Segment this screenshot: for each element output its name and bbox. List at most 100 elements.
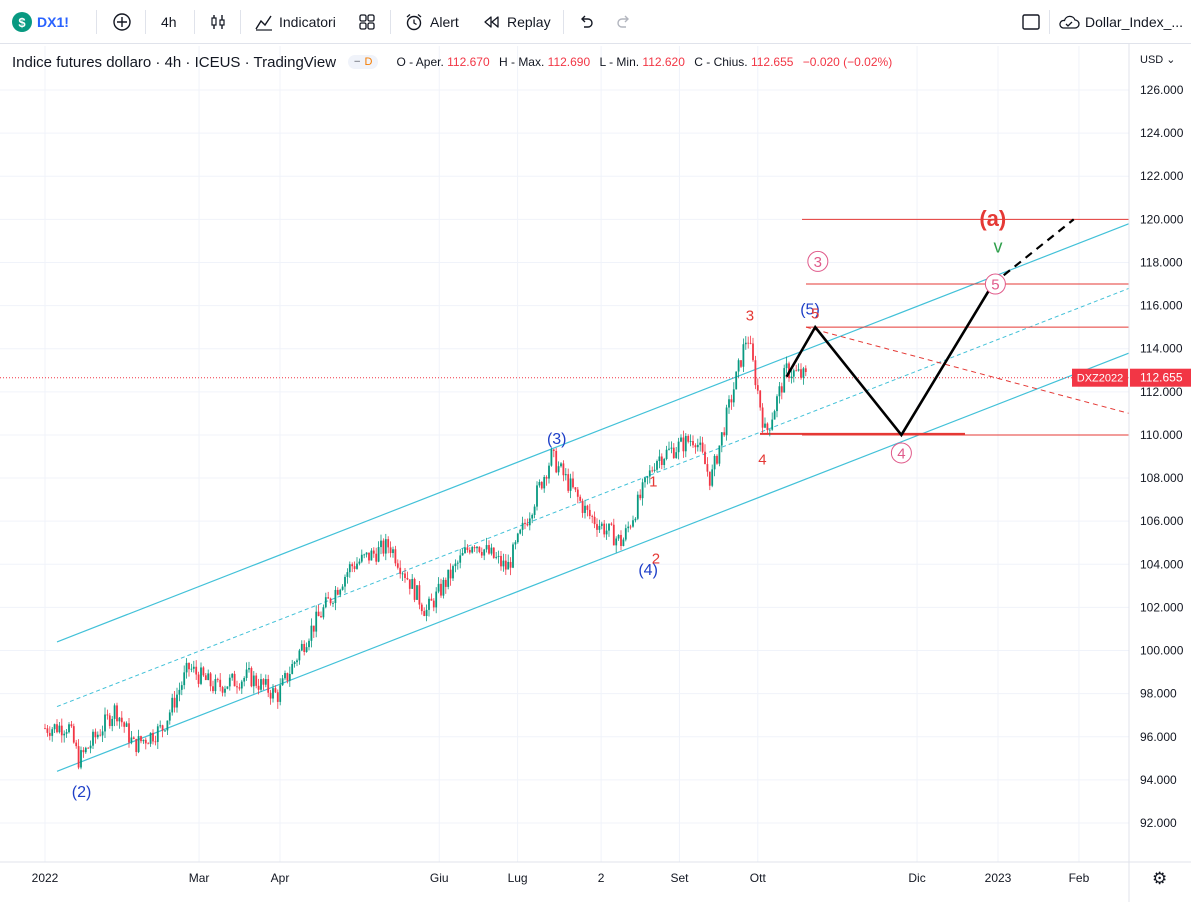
- legend-ohlc: O - Aper. 112.670 H - Max. 112.690 L - M…: [396, 55, 892, 69]
- candle-body: [428, 598, 430, 610]
- y-tick-label: 124.000: [1140, 126, 1184, 140]
- candle-body: [399, 567, 402, 574]
- symbol-selector[interactable]: $ DX1!: [12, 0, 69, 44]
- price-tag-label: 112.655: [1140, 371, 1183, 385]
- candle-body: [584, 505, 586, 513]
- price-tag: [1130, 368, 1191, 387]
- candle-body: [780, 386, 783, 393]
- candle-body: [620, 534, 622, 546]
- candle-body: [209, 673, 212, 687]
- candle-body: [72, 726, 75, 743]
- candle-body: [668, 448, 670, 450]
- candle-body: [596, 524, 598, 530]
- candle-body: [394, 549, 397, 564]
- candle-body: [579, 496, 582, 501]
- candle-body: [749, 342, 752, 344]
- low-value: 112.620: [642, 55, 685, 69]
- candle-body: [512, 544, 514, 568]
- candle-body: [226, 686, 229, 689]
- chart-type-button[interactable]: [208, 0, 228, 44]
- alarm-clock-icon: [406, 14, 422, 31]
- alert-button[interactable]: Alert: [404, 0, 459, 44]
- candle-body: [200, 667, 202, 684]
- redo-button[interactable]: [614, 0, 634, 44]
- candle-body: [452, 566, 454, 579]
- candle-body: [449, 569, 452, 579]
- toolbar-divider: [145, 10, 146, 34]
- fullscreen-button[interactable]: [1021, 0, 1041, 44]
- toolbar-divider: [1049, 10, 1050, 34]
- templates-button[interactable]: [358, 0, 376, 44]
- candle-body: [550, 449, 553, 466]
- candle-body: [284, 673, 286, 679]
- candle-body: [504, 560, 507, 570]
- candle-body: [56, 724, 58, 733]
- candle-body: [68, 724, 70, 733]
- candle-body: [51, 729, 54, 736]
- rewind-icon: [484, 16, 499, 28]
- candle-body: [329, 598, 332, 604]
- candle-body: [670, 447, 673, 449]
- candle-body: [701, 442, 704, 452]
- cloud-icon: [1059, 15, 1080, 29]
- legend-title: Indice futures dollaro · 4h · ICEUS · Tr…: [12, 53, 337, 71]
- candle-body: [202, 667, 205, 676]
- y-tick-label: 108.000: [1140, 471, 1184, 485]
- candle-body: [240, 681, 243, 689]
- candle-body: [243, 677, 246, 682]
- candle-body: [797, 369, 800, 371]
- candle-body: [108, 715, 111, 727]
- candle-body: [413, 578, 416, 600]
- candle-body: [135, 738, 138, 753]
- candle-body: [392, 549, 394, 554]
- candle-body: [324, 597, 327, 608]
- trend-line: [805, 326, 1130, 414]
- wave-label: 4: [758, 451, 766, 468]
- wave-label: 2: [652, 551, 660, 568]
- candle-body: [272, 688, 274, 699]
- projection-extension: [992, 218, 1075, 285]
- candle-body: [466, 547, 469, 550]
- projection-path: [785, 218, 1075, 438]
- candle-body: [636, 494, 639, 519]
- price-chart[interactable]: DXZ2022 112.655 (2)(3)(4)(5)12345345(a)v …: [0, 44, 1191, 902]
- candle-body: [792, 370, 795, 377]
- candle-body: [92, 731, 94, 746]
- candle-body: [718, 445, 721, 464]
- toolbar-divider: [563, 10, 564, 34]
- candle-body: [476, 546, 478, 549]
- layout-save-button[interactable]: Dollar_Index_...: [1057, 0, 1183, 44]
- indicators-button[interactable]: Indicatori: [254, 0, 336, 44]
- candle-body: [564, 474, 567, 476]
- candle-body: [296, 660, 298, 663]
- interval-button[interactable]: 4h: [161, 0, 177, 44]
- candle-body: [315, 611, 318, 632]
- candle-body: [442, 579, 445, 596]
- candle-body: [82, 750, 85, 753]
- replay-button[interactable]: Replay: [482, 0, 551, 44]
- candle-body: [332, 603, 334, 604]
- y-tick-label: 106.000: [1140, 514, 1184, 528]
- x-tick-label: 2023: [985, 871, 1012, 885]
- candle-body: [756, 385, 759, 391]
- legend-badge[interactable]: − D: [348, 55, 379, 69]
- y-tick-label: 94.000: [1140, 773, 1177, 787]
- compare-button[interactable]: [112, 0, 132, 44]
- candle-body: [300, 643, 303, 651]
- candle-body: [370, 550, 373, 561]
- candle-body: [615, 538, 618, 546]
- wave-label: (5): [800, 302, 820, 319]
- candle-body: [276, 692, 279, 702]
- candle-body: [490, 547, 493, 554]
- candle-body: [576, 489, 579, 497]
- candle-body: [303, 643, 306, 652]
- undo-button[interactable]: [576, 0, 596, 44]
- candle-body: [291, 664, 294, 674]
- open-label: O - Aper.: [396, 55, 444, 69]
- candle-body: [459, 555, 462, 563]
- candle-body: [677, 441, 680, 453]
- channel-upper: [56, 223, 1130, 643]
- candle-body: [77, 746, 80, 768]
- toolbar-divider: [240, 10, 241, 34]
- y-tick-label: 98.000: [1140, 687, 1177, 701]
